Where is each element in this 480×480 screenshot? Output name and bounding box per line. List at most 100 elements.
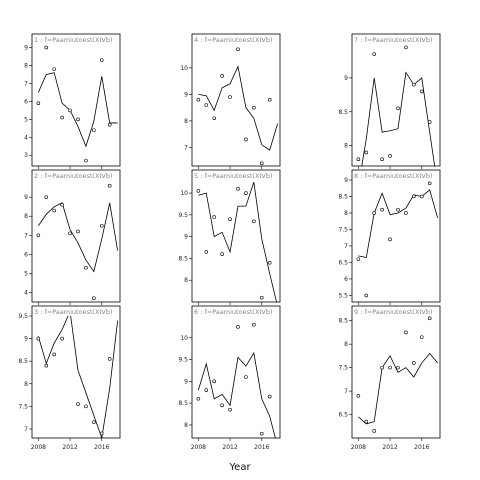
data-point [267,394,272,399]
data-point [267,97,272,102]
data-point [228,95,232,99]
data-point [76,117,80,122]
panel-8: 8 : f=Paamiutoest(XIVb) 5.5 6 6.5 7 7.5 8 8.5 9 [338,169,441,305]
panel-frame [351,305,441,439]
data-point [52,67,56,71]
data-point [212,116,216,121]
data-point [404,211,408,215]
data-point [236,325,240,329]
data-point [220,252,224,256]
data-point [60,202,64,207]
data-point [252,322,256,327]
data-point [388,154,392,158]
data-point [107,122,112,127]
data-point [52,352,56,357]
y-tick-label: 6 [24,98,28,105]
data-point [380,365,384,370]
data-point [107,357,112,361]
panel-strip-label: 9 : f=Paamiutoest(XIVb) [354,308,433,316]
data-point [84,265,88,270]
y-tick-label: 8 [184,422,188,429]
y-tick-label: 7.5 [18,403,28,410]
data-point [236,186,240,191]
data-point [364,419,369,424]
data-point [396,106,400,111]
plot-area [356,316,438,433]
data-point [44,363,49,368]
data-point [212,379,216,384]
y-tick-label: 8 [184,277,188,284]
data-point [372,429,376,433]
y-tick-label: 10 [180,335,188,342]
panel-strip-label: 1 : f=Paamiutoest(XIVb) [34,36,113,44]
data-point [372,211,376,215]
y-tick-label: 9.5 [18,313,28,320]
series-line [37,316,119,438]
y-tick-label: 6 [344,276,348,283]
y-tick-label: 5 [24,270,28,277]
data-point [212,215,216,219]
y-tick-label: 7.5 [338,226,348,233]
data-point [220,74,224,78]
data-point [99,58,104,62]
data-point [419,194,424,199]
y-tick-label: 6.5 [338,259,348,266]
y-tick-label: 7 [344,243,348,250]
data-point [404,330,408,335]
panel-strip-label: 8 : f=Paamiutoest(XIVb) [354,172,433,180]
data-point [356,157,361,162]
data-point [259,161,264,166]
y-tick-label: 8 [24,381,28,388]
y-tick-label: 5 [24,116,28,123]
panel-7: 7 : f=Paamiutoest(XIVb) 8 8.5 9 [338,33,441,169]
plot-area [196,182,277,302]
series-line [198,65,279,151]
data-point [92,128,96,132]
y-tick-label: 7.5 [338,365,348,372]
data-point [427,120,432,124]
y-tick-label: 8 [184,118,188,125]
data-point [388,237,392,242]
y-tick-label: 9 [344,75,348,82]
plot-area [196,322,276,438]
data-point [84,404,88,409]
data-point [252,105,256,110]
panel-3: 3 : f=Paamiutoest(XIVb) 7 7.5 8 8.5 9 9.5 2008 2… [18,305,121,451]
panel-frame [351,33,441,167]
data-point [364,150,369,155]
x-tick-label: 2016 [254,444,269,451]
data-point [372,52,376,56]
panel-strip-label: 7 : f=Paamiutoest(XIVb) [354,36,433,44]
data-point [356,393,361,398]
y-tick-label: 8.5 [178,400,188,407]
panel-strip-label: 3 : f=Paamiutoest(XIVb) [34,308,113,316]
data-point [36,101,41,106]
panel-strip-label: 5 : f=Paamiutoest(XIVb) [194,172,273,180]
y-tick-label: 7 [24,232,28,239]
panel-4: 4 : f=Paamiutoest(XIVb) 7 8 9 10 [180,33,281,169]
data-point [76,402,80,406]
panel-strip-label: 4 : f=Paamiutoest(XIVb) [194,36,273,44]
data-point [427,316,432,321]
data-point [412,361,416,365]
y-tick-label: 9 [184,234,188,241]
data-point [196,189,201,193]
y-tick-label: 8 [344,341,348,348]
y-tick-label: 9 [24,45,28,52]
data-point [44,45,49,50]
data-point [396,207,400,212]
series-line [361,71,436,166]
data-point [380,207,384,212]
data-point [252,219,256,224]
y-tick-label: 9 [184,91,188,98]
data-point [244,137,248,142]
data-point [380,157,384,162]
panel-strip-label: 6 : f=Paamiutoest(XIVb) [194,308,273,316]
data-point [427,181,432,186]
data-point [244,191,248,195]
x-tick-label: 2008 [31,444,46,451]
data-point [52,208,56,213]
panel-frame [31,169,121,303]
